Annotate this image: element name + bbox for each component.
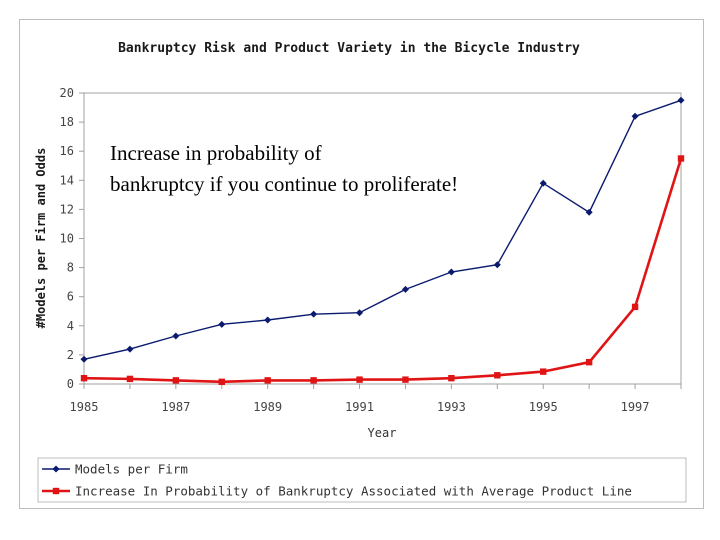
legend-box bbox=[37, 457, 687, 503]
series-2-point bbox=[218, 378, 225, 386]
series-1-point bbox=[401, 285, 409, 293]
x-tick-label: 1987 bbox=[161, 400, 190, 414]
y-tick-label: 2 bbox=[67, 348, 74, 362]
series-2-point bbox=[494, 372, 501, 379]
x-tick-label: 1985 bbox=[70, 400, 99, 414]
y-tick-label: 4 bbox=[67, 319, 74, 333]
series-2-point bbox=[402, 376, 409, 383]
y-tick-label: 14 bbox=[60, 173, 74, 187]
y-tick-label: 6 bbox=[67, 290, 74, 304]
series-2-point bbox=[540, 368, 547, 375]
series-1-point bbox=[172, 332, 180, 340]
series-1-point bbox=[356, 309, 364, 317]
y-tick-label: 12 bbox=[60, 202, 74, 216]
series-1-point bbox=[218, 320, 226, 328]
x-tick-label: 1991 bbox=[345, 400, 374, 414]
legend-marker-1 bbox=[52, 465, 60, 473]
series-1-point bbox=[447, 268, 455, 276]
x-axis-ticks: 1985 1987 1989 1991 1993 1995 1997 bbox=[70, 384, 682, 414]
series-2-point bbox=[264, 377, 271, 384]
y-axis-label: #Models per Firm and Odds bbox=[34, 148, 48, 329]
y-tick-label: 20 bbox=[60, 86, 74, 100]
series-2-point bbox=[585, 358, 593, 366]
series-1-point bbox=[126, 345, 134, 353]
legend-label-2: Increase In Probability of Bankruptcy As… bbox=[75, 484, 632, 499]
legend-marker-2 bbox=[52, 487, 60, 495]
y-axis-ticks: 0 2 4 6 8 10 12 14 16 18 20 bbox=[60, 86, 84, 391]
series-2-point bbox=[677, 155, 685, 162]
annotation-line-1: Increase in probability of bbox=[110, 141, 322, 165]
x-tick-label: 1997 bbox=[621, 400, 650, 414]
y-tick-label: 8 bbox=[67, 261, 74, 275]
series-layer bbox=[80, 96, 685, 386]
series-1-point bbox=[631, 112, 639, 120]
series-2-point bbox=[80, 374, 88, 382]
y-tick-label: 18 bbox=[60, 115, 74, 129]
series-1-point bbox=[493, 261, 501, 269]
series-2-point bbox=[310, 377, 317, 384]
series-line-1 bbox=[83, 99, 682, 360]
series-1-point bbox=[80, 355, 88, 363]
x-tick-label: 1995 bbox=[529, 400, 558, 414]
plot-area bbox=[83, 92, 682, 385]
series-2-point bbox=[631, 303, 639, 311]
series-1-point bbox=[264, 316, 272, 324]
x-tick-label: 1993 bbox=[437, 400, 466, 414]
legend: Models per Firm Increase In Probability o… bbox=[42, 462, 632, 499]
series-1-point bbox=[310, 310, 318, 318]
x-tick-label: 1989 bbox=[253, 400, 282, 414]
y-tick-label: 0 bbox=[67, 377, 74, 391]
y-tick-label: 16 bbox=[60, 144, 74, 158]
series-1-point bbox=[585, 208, 593, 216]
x-axis-label: Year bbox=[368, 426, 397, 440]
series-line-2 bbox=[83, 158, 683, 384]
y-tick-label: 10 bbox=[60, 232, 74, 246]
chart-title: Bankruptcy Risk and Product Variety in t… bbox=[118, 41, 580, 56]
legend-label-1: Models per Firm bbox=[75, 462, 188, 477]
series-2-point bbox=[448, 374, 455, 382]
series-2-point bbox=[172, 377, 180, 384]
series-2-point bbox=[356, 376, 363, 383]
series-1-point bbox=[539, 179, 547, 187]
series-1-point bbox=[677, 96, 685, 104]
series-2-point bbox=[126, 375, 134, 383]
annotation-line-2: bankruptcy if you continue to proliferat… bbox=[110, 172, 458, 196]
